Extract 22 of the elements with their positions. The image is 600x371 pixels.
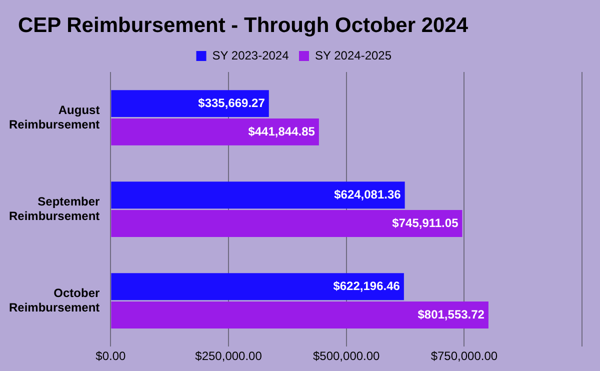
chart-title: CEP Reimbursement - Through October 2024 <box>18 14 468 38</box>
data-label: $335,669.27 <box>198 96 266 110</box>
bar <box>111 118 319 146</box>
data-label: $441,844.85 <box>248 124 316 138</box>
data-label: $801,553.72 <box>418 307 485 322</box>
y-tick-label: September Reimbursement <box>8 194 100 223</box>
x-tick-label: $250,000.00 <box>195 349 262 364</box>
bar <box>111 90 269 118</box>
data-label: $624,081.36 <box>334 187 402 202</box>
bar <box>111 182 405 209</box>
data-label: $745,911.05 <box>392 216 459 230</box>
x-tick-label: $0.00 <box>96 349 126 364</box>
y-tick-label: October Reimbursement <box>8 286 100 314</box>
legend-label: SY 2024-2025 <box>315 48 392 62</box>
data-label: $622,196.46 <box>333 278 400 293</box>
x-tick-label: $500,000.00 <box>312 349 380 364</box>
y-tick-label: August Reimbursement <box>8 102 100 132</box>
bar <box>111 302 488 328</box>
bar <box>111 210 462 237</box>
legend-label: SY 2023-2024 <box>212 48 290 62</box>
x-tick-label: $750,000.00 <box>430 349 498 364</box>
bar <box>111 273 404 300</box>
